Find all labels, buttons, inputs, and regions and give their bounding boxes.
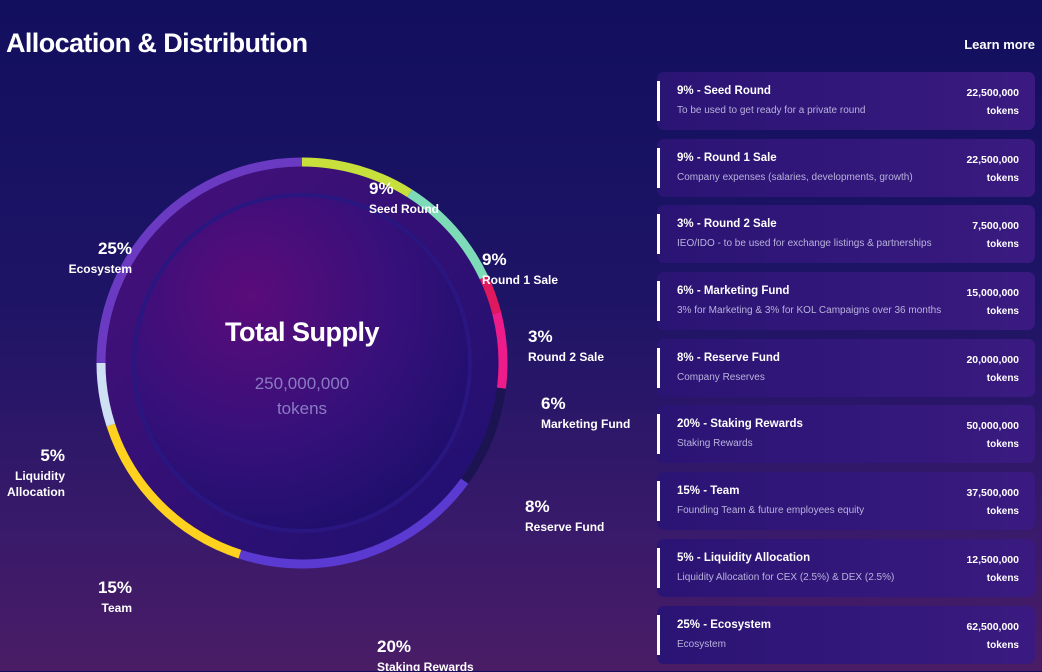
slice-percent-label: 20% [377, 637, 411, 656]
card-accent-bar [657, 281, 660, 322]
donut-slice[interactable] [96, 362, 116, 427]
slice-percent-label: 5% [40, 446, 65, 465]
card-amount: 50,000,000 [966, 420, 1019, 433]
donut-slice[interactable] [407, 189, 488, 280]
card-amount: 22,500,000 [966, 87, 1019, 99]
allocation-card[interactable]: 5% - Liquidity Allocation Liquidity Alloc… [657, 538, 1035, 597]
card-title: 15% - Team [677, 485, 740, 498]
card-accent-bar [657, 347, 660, 388]
card-description: Company Reserves [677, 371, 765, 383]
card-unit: tokens [986, 306, 1019, 318]
slice-percent-label: 25% [98, 239, 132, 258]
allocation-card[interactable]: 25% - Ecosystem Ecosystem 62,500,000 tokens [657, 605, 1035, 664]
card-unit: tokens [986, 239, 1019, 251]
slice-percent-label: 3% [528, 327, 553, 346]
card-description: 3% for Marketing & 3% for KOL Campaigns … [677, 305, 942, 317]
card-accent-bar [657, 614, 660, 655]
slice-percent-label: 6% [541, 394, 566, 413]
card-amount: 22,500,000 [966, 153, 1019, 166]
slice-name-label: Liquidity [15, 469, 65, 483]
card-description: Liquidity Allocation for CEX (2.5%) & DE… [677, 571, 895, 583]
card-accent-bar [657, 147, 660, 188]
allocation-card[interactable]: 9% - Seed Round To be used to get ready f… [657, 72, 1035, 130]
center-title: Total Supply [225, 317, 379, 347]
card-title: 9% - Round 1 Sale [677, 151, 777, 164]
card-description: Ecosystem [677, 638, 726, 650]
card-accent-bar [657, 414, 660, 455]
slice-name-label: Round 2 Sale [528, 350, 604, 364]
card-unit: tokens [986, 572, 1019, 584]
card-unit: tokens [986, 506, 1019, 518]
page-title: Allocation & Distribution [6, 28, 308, 58]
center-amount: 250,000,000 [255, 374, 350, 393]
donut-slice[interactable] [238, 478, 469, 569]
slice-percent-label: 9% [369, 179, 394, 198]
donut-slice[interactable] [492, 311, 508, 389]
allocation-card-list: 9% - Seed Round To be used to get ready f… [657, 72, 1035, 672]
center-unit: tokens [277, 399, 327, 418]
card-amount: 7,500,000 [972, 220, 1019, 233]
slice-name-label: Reserve Fund [525, 520, 604, 534]
donut-slice[interactable] [96, 157, 303, 364]
card-title: 20% - Staking Rewards [677, 418, 803, 431]
card-description: Company expenses (salaries, developments… [677, 171, 913, 183]
card-unit: tokens [986, 439, 1019, 451]
card-description: IEO/IDO - to be used for exchange listin… [677, 238, 932, 250]
slice-percent-label: 8% [525, 497, 550, 516]
card-amount: 15,000,000 [966, 287, 1019, 300]
card-unit: tokens [986, 639, 1019, 651]
card-unit: tokens [986, 172, 1019, 184]
allocation-donut-chart: 9% Seed Round 9% Round 1 Sale 3% Round 2 Sale… [7, 157, 630, 671]
card-amount: 37,500,000 [966, 487, 1019, 500]
donut-slice[interactable] [106, 423, 242, 559]
allocation-card[interactable]: 9% - Round 1 Sale Company expenses (salar… [657, 138, 1035, 197]
card-accent-bar [657, 81, 660, 121]
card-unit: tokens [986, 106, 1019, 117]
card-accent-bar [657, 481, 660, 522]
card-title: 25% - Ecosystem [677, 618, 771, 631]
card-amount: 62,500,000 [966, 620, 1019, 633]
donut-slice[interactable] [479, 275, 502, 315]
card-title: 3% - Round 2 Sale [677, 218, 777, 231]
card-unit: tokens [986, 372, 1019, 384]
allocation-card[interactable]: 20% - Staking Rewards Staking Rewards 50,0… [657, 405, 1035, 464]
card-amount: 12,500,000 [966, 553, 1019, 566]
allocation-card[interactable]: 3% - Round 2 Sale IEO/IDO - to be used fo… [657, 205, 1035, 264]
card-title: 9% - Seed Round [677, 85, 771, 97]
slice-name-label: Staking Rewards [377, 660, 474, 671]
slice-name-label: Round 1 Sale [482, 273, 558, 287]
slice-name-label: Seed Round [369, 202, 439, 216]
slice-name-label: Allocation [7, 485, 65, 499]
donut-slice[interactable] [301, 157, 413, 198]
slice-name-label: Team [102, 601, 132, 615]
card-accent-bar [657, 547, 660, 588]
slice-name-label: Marketing Fund [541, 417, 630, 431]
learn-more-link[interactable]: Learn more [964, 37, 1035, 52]
donut-slice[interactable] [460, 387, 506, 484]
donut-inner-disc [132, 193, 472, 533]
card-description: Staking Rewards [677, 438, 753, 450]
donut-slices [96, 157, 508, 569]
allocation-card[interactable]: 6% - Marketing Fund 3% for Marketing & 3%… [657, 272, 1035, 331]
card-title: 8% - Reserve Fund [677, 351, 780, 364]
allocation-card[interactable]: 15% - Team Founding Team & future employe… [657, 472, 1035, 531]
card-description: To be used to get ready for a private ro… [677, 105, 866, 116]
card-title: 6% - Marketing Fund [677, 285, 790, 298]
donut-labels: 9% Seed Round 9% Round 1 Sale 3% Round 2 Sale… [7, 179, 630, 671]
slice-percent-label: 15% [98, 578, 132, 597]
card-description: Founding Team & future employees equity [677, 505, 865, 517]
card-amount: 20,000,000 [966, 353, 1019, 366]
slice-name-label: Ecosystem [69, 262, 132, 276]
card-accent-bar [657, 214, 660, 255]
slice-percent-label: 9% [482, 250, 507, 269]
card-title: 5% - Liquidity Allocation [677, 551, 811, 564]
allocation-card[interactable]: 8% - Reserve Fund Company Reserves 20,000,… [657, 338, 1035, 397]
